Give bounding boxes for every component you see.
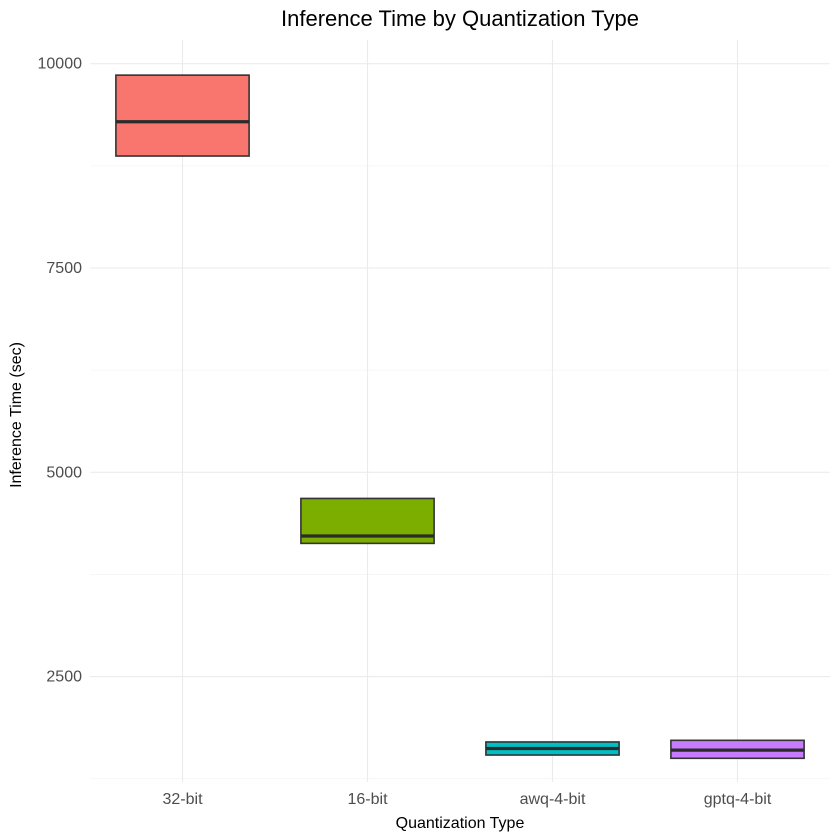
x-tick-label: 32-bit bbox=[162, 791, 203, 808]
x-tick-label: gptq-4-bit bbox=[704, 791, 772, 808]
y-tick-label: 5000 bbox=[46, 464, 82, 481]
y-tick-label: 7500 bbox=[46, 260, 82, 277]
y-axis-title: Inference Time (sec) bbox=[8, 342, 25, 488]
chart-title: Inference Time by Quantization Type bbox=[281, 6, 639, 31]
y-tick-label: 2500 bbox=[46, 669, 82, 686]
boxes bbox=[115, 74, 805, 760]
y-axis-ticks: 2500 5000 7500 10000 bbox=[38, 56, 83, 686]
grid bbox=[90, 40, 830, 782]
box-32-bit bbox=[115, 74, 250, 157]
x-tick-label: awq-4-bit bbox=[520, 791, 586, 808]
x-axis-title: Quantization Type bbox=[396, 815, 525, 832]
y-tick-label: 10000 bbox=[38, 56, 83, 73]
x-axis-ticks: 32-bit 16-bit awq-4-bit gptq-4-bit bbox=[162, 791, 771, 808]
x-tick-label: 16-bit bbox=[347, 791, 388, 808]
